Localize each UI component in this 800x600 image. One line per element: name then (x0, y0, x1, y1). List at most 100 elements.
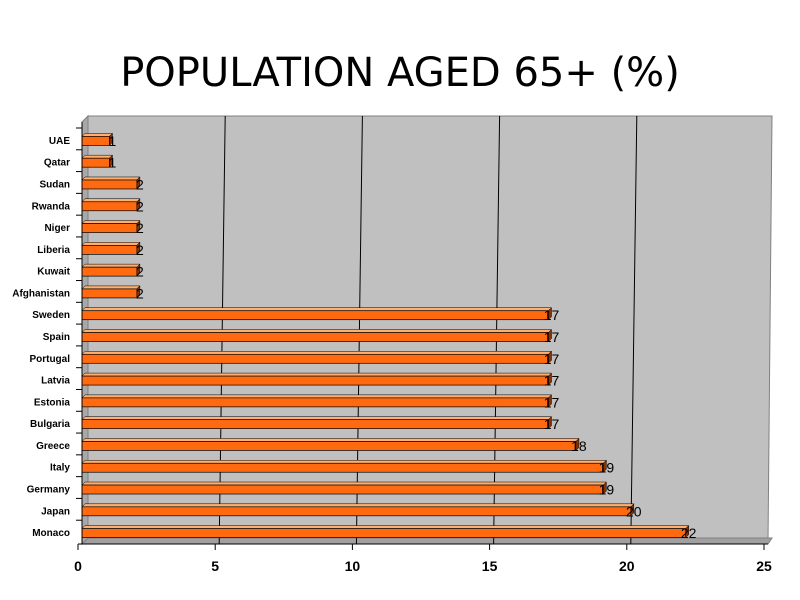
bar-end (548, 372, 552, 386)
bar-top (81, 263, 141, 268)
bar-end (548, 416, 552, 430)
bar-end (136, 285, 141, 299)
bar-end (136, 219, 141, 234)
data-label: 2 (136, 198, 144, 214)
bar-top (81, 416, 553, 420)
x-tick-label: 10 (345, 558, 361, 574)
category-label: Estonia (34, 397, 71, 408)
category-label: Sudan (39, 179, 70, 190)
bar (81, 462, 604, 473)
bar-top (81, 503, 635, 508)
bar (81, 397, 549, 408)
data-label: 17 (544, 373, 560, 389)
data-label: 17 (544, 307, 560, 323)
category-label: Portugal (29, 354, 70, 365)
x-tick-label: 0 (74, 558, 82, 574)
bar-top (81, 220, 141, 224)
bar-top (81, 525, 690, 529)
category-label: Monaco (32, 528, 70, 539)
bar-top (81, 307, 553, 311)
bar (81, 528, 687, 538)
bar-top (81, 372, 553, 377)
bar-top (81, 459, 607, 464)
category-label: Kuwait (37, 267, 70, 278)
bar-end (136, 241, 141, 255)
category-labels: UAE Qatar Sudan Rwanda Niger Liberia Kuwait Afg… (12, 122, 83, 544)
data-label: 2 (136, 176, 144, 192)
data-label: 2 (136, 242, 144, 258)
data-label: 2 (136, 264, 144, 280)
floor (80, 537, 773, 545)
category-label: Niger (44, 223, 70, 234)
bar-top (81, 176, 141, 181)
bar-top (81, 481, 607, 486)
bar-end (136, 176, 141, 190)
x-tick-label: 20 (619, 558, 635, 574)
bar-end (136, 263, 141, 277)
bar-end (603, 459, 607, 473)
plot-background (81, 115, 773, 543)
bar-end (109, 154, 113, 168)
category-label: Afghanistan (12, 288, 70, 299)
bar-top (81, 351, 553, 355)
data-label: 17 (544, 394, 560, 410)
bar-top (81, 242, 141, 246)
category-label: Greece (36, 441, 70, 452)
bar (81, 484, 604, 495)
bar-top (81, 285, 141, 290)
data-label: 19 (599, 460, 615, 476)
x-axis-ticks: 0 5 10 15 20 25 (74, 543, 772, 574)
data-label: 19 (599, 482, 615, 498)
bar (81, 353, 549, 364)
bar (81, 201, 138, 212)
category-label: Sweden (32, 310, 70, 321)
category-label: Latvia (41, 376, 70, 387)
gridline (630, 115, 638, 545)
data-label: 17 (544, 329, 560, 345)
bar-end (548, 394, 552, 408)
category-label: UAE (49, 136, 70, 147)
bar (81, 223, 138, 233)
bar (81, 419, 549, 430)
chart-title: POPULATION AGED 65+ (%) (120, 50, 680, 96)
bar (81, 136, 110, 146)
data-label: 22 (681, 525, 697, 541)
bar-end (685, 525, 689, 539)
bar (81, 310, 549, 321)
bar-end (548, 307, 552, 321)
bar (81, 157, 110, 168)
bar (81, 179, 138, 190)
category-label: Spain (43, 332, 70, 343)
bar (81, 266, 138, 277)
bar (81, 506, 632, 517)
bar-end (109, 132, 113, 146)
category-label: Japan (41, 506, 70, 517)
category-label: Rwanda (32, 201, 71, 212)
bar-end (630, 503, 635, 517)
bar-end (575, 437, 580, 452)
x-tick-label: 5 (211, 558, 219, 574)
data-label: 1 (109, 155, 117, 171)
bar-end (603, 481, 607, 495)
bar-top (81, 198, 141, 203)
bar (81, 288, 138, 299)
bar (81, 332, 549, 342)
bar (81, 375, 549, 386)
bar-end (136, 198, 141, 212)
x-tick-label: 25 (756, 558, 772, 574)
bar (81, 441, 577, 451)
category-label: Germany (27, 485, 71, 496)
bar-end (548, 350, 552, 364)
data-label: 20 (626, 503, 642, 519)
data-label: 2 (136, 220, 144, 236)
data-label: 2 (136, 285, 144, 301)
data-label: 17 (544, 416, 560, 432)
bar-end (548, 328, 552, 343)
category-label: Liberia (37, 245, 70, 256)
bar-top (81, 394, 553, 399)
bar-top (81, 329, 553, 333)
bar (81, 244, 138, 255)
data-label: 18 (571, 438, 587, 454)
